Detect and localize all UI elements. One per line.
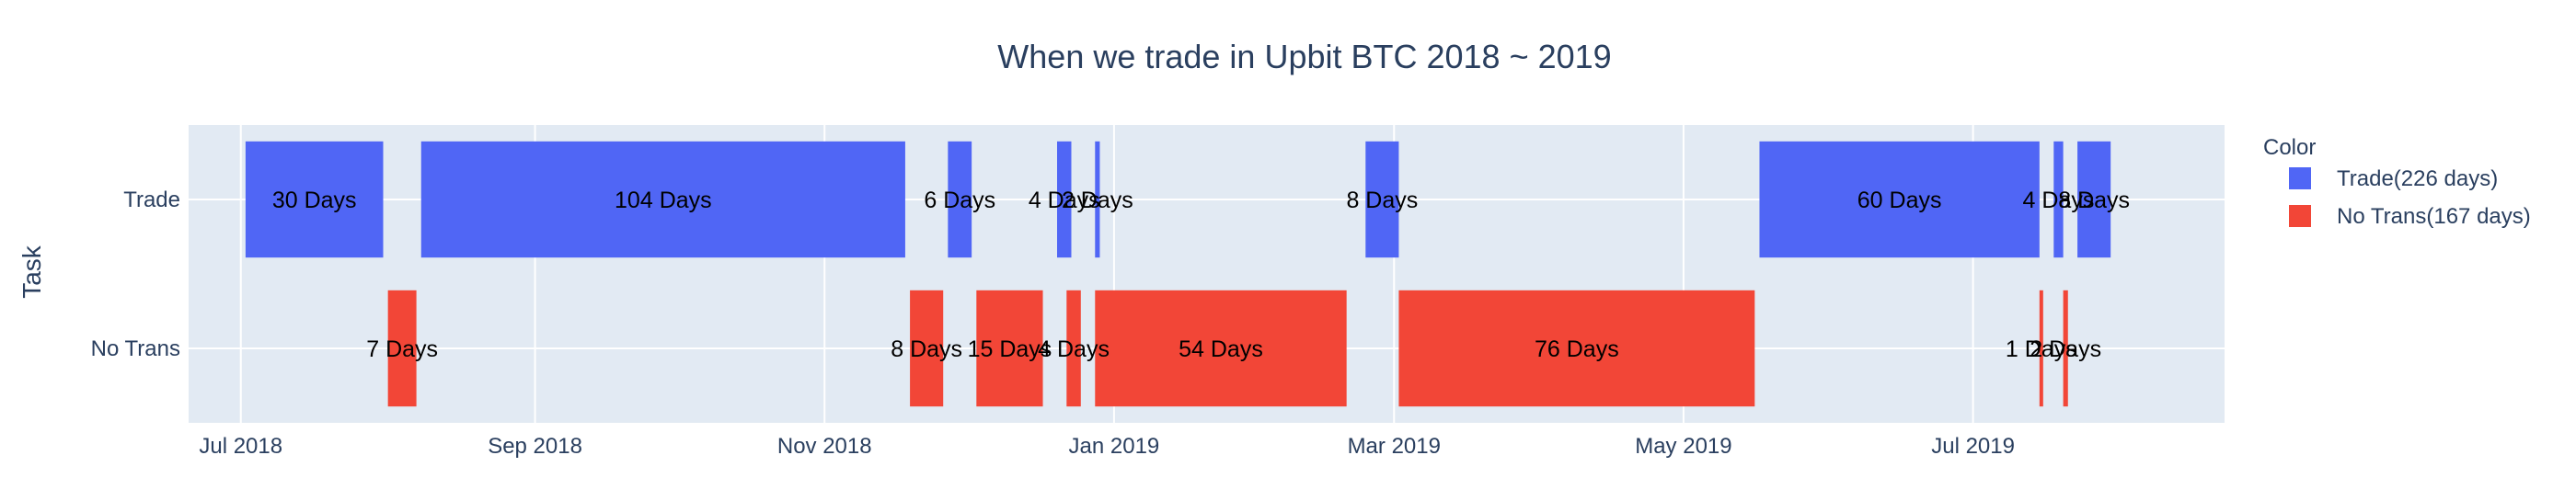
y-axis-title: Task (17, 245, 46, 299)
gantt-bar (2039, 290, 2043, 407)
gantt-bar (2063, 290, 2068, 407)
x-tick-label: Nov 2018 (777, 434, 872, 459)
bar-label: 2 Days (1062, 188, 1133, 213)
bar-label: 4 Days (1038, 336, 1110, 362)
bar-label: 15 Days (968, 336, 1052, 362)
legend-entry-label: Trade(226 days) (2337, 166, 2498, 191)
bar-label: 4 Days (1029, 188, 1100, 213)
x-tick-label: Mar 2019 (1348, 434, 1441, 459)
x-tick-label: Jan 2019 (1069, 434, 1160, 459)
gantt-bar (1759, 141, 2040, 258)
bar-label: 1 Days (2006, 336, 2077, 362)
bar-label: 30 Days (272, 188, 357, 213)
y-tick-label: No Trans (91, 336, 180, 361)
x-tick-label: Jul 2018 (199, 434, 282, 459)
legend-swatch (2289, 167, 2311, 189)
gantt-bar (420, 141, 905, 258)
gantt-bar (976, 290, 1043, 407)
legend-title: Color (2263, 135, 2316, 160)
gantt-bar (1365, 141, 1399, 258)
x-tick-label: May 2019 (1635, 434, 1731, 459)
legend-swatch (2289, 205, 2311, 227)
gantt-bar (1398, 290, 1755, 407)
gantt-bar (948, 141, 972, 258)
legend-entry-label: No Trans(167 days) (2337, 204, 2531, 229)
bar-label: 6 Days (924, 188, 995, 213)
gantt-bar (1057, 141, 1072, 258)
gantt-bar (910, 290, 944, 407)
chart-title: When we trade in Upbit BTC 2018 ~ 2019 (997, 38, 1611, 75)
gantt-bar (1066, 290, 1081, 407)
bar-label: 4 Days (2023, 188, 2095, 213)
gantt-bar (245, 141, 384, 258)
bar-label: 8 Days (891, 336, 962, 362)
bar-label: 8 Days (1346, 188, 1418, 213)
x-tick-label: Jul 2019 (1931, 434, 2015, 459)
bar-label: 2 Days (2030, 336, 2101, 362)
bar-label: 8 Days (2058, 188, 2130, 213)
gantt-bar (1095, 141, 1100, 258)
gantt-bar (2053, 141, 2064, 258)
bar-label: 54 Days (1179, 336, 1263, 362)
gantt-bar (1095, 290, 1347, 407)
bar-label: 7 Days (366, 336, 438, 362)
x-tick-label: Sep 2018 (488, 434, 582, 459)
legend: Color Trade(226 days) No Trans(167 days) (2263, 135, 2531, 229)
y-tick-label: Trade (123, 188, 180, 212)
gantt-bar (2077, 141, 2111, 258)
bar-label: 76 Days (1535, 336, 1619, 362)
gantt-bar (387, 290, 417, 407)
bar-label: 60 Days (1857, 188, 1942, 213)
bar-label: 104 Days (615, 188, 712, 213)
